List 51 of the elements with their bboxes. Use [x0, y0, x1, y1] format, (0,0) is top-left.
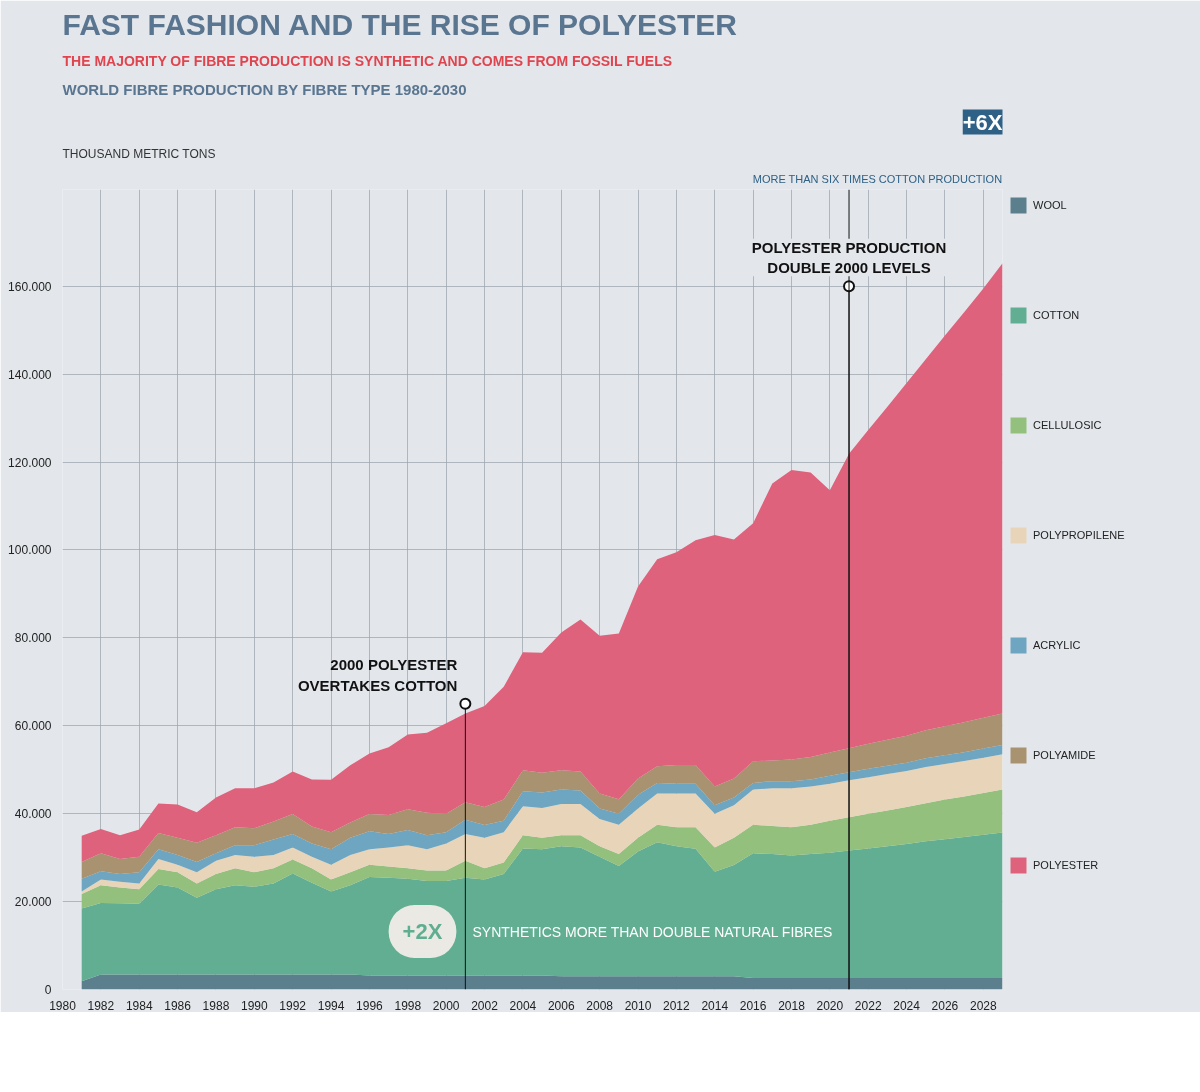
- x-tick-label: 2012: [663, 998, 691, 1013]
- text: WORLD FIBRE PRODUCTION BY FIBRE TYPE 1980-2030: [62, 80, 467, 98]
- text: +6X: [962, 109, 1003, 135]
- x-tick-label: 2006: [547, 998, 575, 1013]
- x-tick-label: 2022: [854, 998, 882, 1013]
- x-tick-label: 2002: [471, 998, 499, 1013]
- x-tick-label: 2014: [701, 998, 729, 1013]
- x-tick-label: 2016: [739, 998, 767, 1013]
- y-axis-title: THOUSAND METRIC TONS: [62, 146, 216, 161]
- legend-label: COTTON: [1033, 309, 1081, 321]
- x-tick-label: 2026: [931, 998, 959, 1013]
- y-tick-label: 160.000: [8, 279, 52, 294]
- legend-label: WOOL: [1033, 199, 1068, 211]
- chart-subtitle: THE MAJORITY OF FIBRE PRODUCTION IS SYNTHETIC AND COMES FROM FOSSIL FUELS: [62, 52, 673, 69]
- y-tick-label: 100.000: [8, 543, 52, 558]
- legend-label: CELLULOSIC: [1033, 419, 1103, 431]
- y-tick-label: 40.000: [14, 807, 52, 822]
- x-tick-label: 1982: [87, 998, 115, 1013]
- y-tick-label: 140.000: [8, 367, 52, 382]
- legend-label: POLYAMIDE: [1033, 749, 1097, 761]
- x-tick-label: 2028: [969, 998, 997, 1013]
- y-tick-label: 80.000: [14, 631, 52, 646]
- x-tick-label: 1994: [317, 998, 345, 1013]
- x-tick-label: 2004: [509, 998, 537, 1013]
- x-tick-label: 2020: [816, 998, 844, 1013]
- legend-label: POLYPROPILENE: [1033, 529, 1125, 541]
- x-tick-label: 1992: [279, 998, 307, 1013]
- x-tick-label: 1984: [125, 998, 153, 1013]
- x-tick-label: 2024: [893, 998, 921, 1013]
- y-tick-label: 120.000: [8, 455, 52, 470]
- y-tick-label: 60.000: [14, 719, 52, 734]
- legend-label: ACRYLIC: [1033, 639, 1082, 651]
- x-tick-label: 2018: [778, 998, 806, 1013]
- annotation: 2000 POLYESTER OVERTAKES COTTON: [297, 656, 458, 694]
- x-tick-label: 1990: [240, 998, 269, 1013]
- x-tick-label: 1998: [394, 998, 422, 1013]
- annotation: POLYESTER PRODUCTION DOUBLE 2000 LEVELS: [751, 238, 947, 277]
- x-tick-label: 2010: [624, 998, 652, 1013]
- x-tick-label: 1988: [202, 998, 230, 1013]
- text: MORE THAN SIX TIMES COTTON PRODUCTION: [752, 172, 1003, 185]
- x-tick-label: 2008: [586, 998, 614, 1013]
- x-tick-label: 2000: [432, 998, 460, 1013]
- chart-title: FAST FASHION AND THE RISE OF POLYESTER: [62, 7, 738, 41]
- x-tick-label: 1980: [49, 998, 77, 1013]
- annotation: SYNTHETICS MORE THAN DOUBLE NATURAL FIBRES: [472, 923, 833, 940]
- y-tick-label: 0: [44, 983, 52, 997]
- x-tick-label: 1996: [356, 998, 384, 1013]
- x-tick-label: 1986: [164, 998, 192, 1013]
- legend-label: POLYESTER: [1033, 859, 1100, 871]
- annotation: +2X: [402, 919, 443, 944]
- y-tick-label: 20.000: [14, 895, 52, 910]
